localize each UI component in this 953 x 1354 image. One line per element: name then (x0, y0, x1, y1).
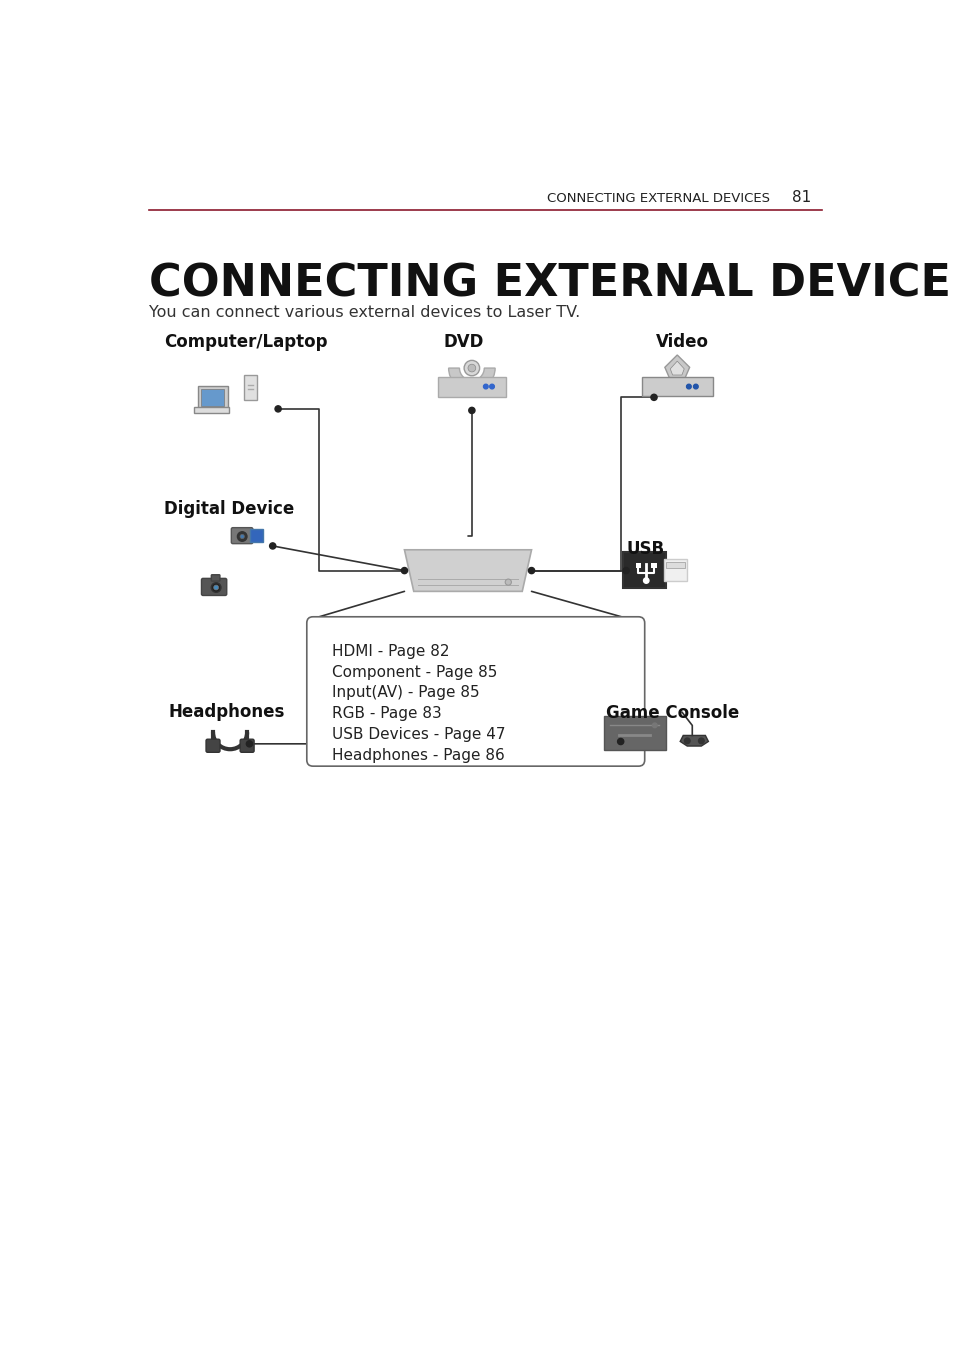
FancyBboxPatch shape (250, 529, 263, 542)
Text: CONNECTING EXTERNAL DEVICES: CONNECTING EXTERNAL DEVICES (547, 192, 769, 204)
Polygon shape (664, 355, 689, 378)
Circle shape (401, 567, 407, 574)
Text: Headphones: Headphones (168, 703, 284, 722)
FancyBboxPatch shape (244, 375, 256, 399)
Circle shape (246, 741, 253, 747)
Text: 81: 81 (791, 190, 810, 204)
FancyBboxPatch shape (603, 716, 665, 750)
FancyBboxPatch shape (437, 376, 505, 397)
Circle shape (270, 543, 275, 548)
FancyBboxPatch shape (194, 408, 229, 413)
Text: USB: USB (626, 540, 664, 558)
Text: DVD: DVD (443, 333, 483, 352)
Circle shape (650, 394, 657, 401)
Text: RGB - Page 83: RGB - Page 83 (332, 705, 441, 722)
Circle shape (643, 578, 648, 584)
FancyBboxPatch shape (665, 562, 684, 567)
Circle shape (686, 385, 691, 389)
Circle shape (505, 580, 511, 585)
Circle shape (622, 567, 629, 574)
FancyBboxPatch shape (200, 390, 224, 406)
Circle shape (237, 532, 247, 542)
Circle shape (274, 406, 281, 412)
Circle shape (489, 385, 494, 389)
FancyBboxPatch shape (240, 739, 253, 753)
Wedge shape (448, 368, 495, 391)
FancyBboxPatch shape (651, 563, 656, 567)
Text: Digital Device: Digital Device (164, 500, 294, 517)
FancyBboxPatch shape (212, 574, 220, 581)
Text: Game Console: Game Console (605, 704, 739, 722)
Circle shape (211, 582, 221, 592)
FancyBboxPatch shape (206, 739, 220, 753)
FancyBboxPatch shape (201, 578, 227, 596)
Circle shape (468, 408, 475, 413)
Circle shape (698, 738, 703, 743)
FancyBboxPatch shape (641, 378, 712, 395)
Text: Video: Video (655, 333, 708, 352)
Text: You can connect various external devices to Laser TV.: You can connect various external devices… (149, 305, 579, 320)
Circle shape (464, 360, 479, 376)
Text: Headphones - Page 86: Headphones - Page 86 (332, 747, 504, 762)
Text: Component - Page 85: Component - Page 85 (332, 665, 497, 680)
Circle shape (528, 567, 534, 574)
Polygon shape (679, 735, 708, 746)
Polygon shape (404, 550, 531, 592)
Circle shape (240, 535, 244, 539)
Polygon shape (670, 362, 683, 375)
Text: Input(AV) - Page 85: Input(AV) - Page 85 (332, 685, 479, 700)
Circle shape (468, 364, 476, 372)
FancyBboxPatch shape (231, 528, 253, 544)
Circle shape (683, 738, 689, 743)
Circle shape (693, 385, 698, 389)
Text: HDMI - Page 82: HDMI - Page 82 (332, 643, 450, 659)
FancyBboxPatch shape (622, 552, 666, 588)
FancyBboxPatch shape (663, 559, 686, 581)
Circle shape (483, 385, 488, 389)
Circle shape (617, 738, 623, 745)
Text: CONNECTING EXTERNAL DEVICES: CONNECTING EXTERNAL DEVICES (149, 263, 953, 306)
FancyBboxPatch shape (197, 386, 228, 409)
FancyBboxPatch shape (635, 563, 640, 567)
Text: USB Devices - Page 47: USB Devices - Page 47 (332, 727, 505, 742)
Circle shape (213, 585, 218, 590)
Circle shape (652, 723, 657, 727)
FancyBboxPatch shape (307, 617, 644, 766)
Text: Computer/Laptop: Computer/Laptop (164, 333, 328, 352)
